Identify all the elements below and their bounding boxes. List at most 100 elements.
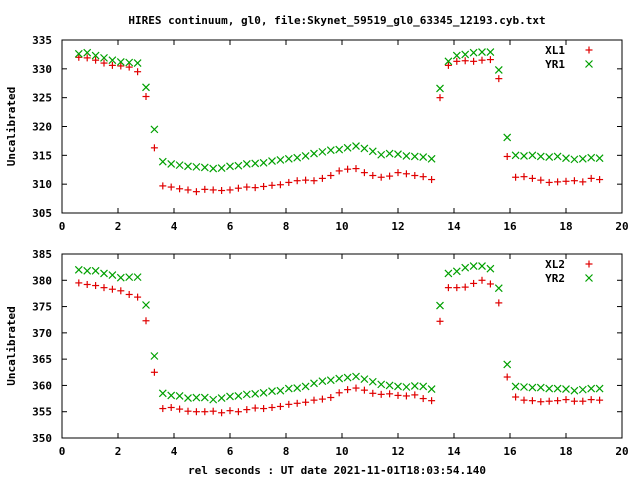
series-XL1 — [75, 53, 604, 196]
data-point-d2 — [394, 150, 402, 159]
data-point — [75, 279, 83, 287]
data-point-d2 — [528, 383, 537, 392]
data-point-d2 — [310, 379, 318, 388]
data-point — [310, 396, 318, 404]
data-point — [428, 176, 436, 184]
legend-label: YR2 — [545, 272, 565, 285]
data-point — [91, 51, 100, 60]
data-point — [478, 48, 486, 57]
data-point-d2 — [108, 271, 117, 279]
data-point — [554, 178, 562, 186]
data-point-d2 — [91, 51, 100, 60]
data-point — [125, 273, 134, 282]
x-tick-label: 20 — [615, 220, 628, 233]
data-point — [142, 93, 150, 101]
data-point — [419, 395, 427, 403]
legend-marker-d2 — [585, 274, 593, 282]
data-point — [461, 283, 469, 291]
data-point-d2 — [234, 392, 243, 400]
data-point — [360, 169, 368, 177]
data-point — [402, 392, 410, 400]
data-point — [226, 162, 234, 171]
data-point-d2 — [175, 392, 184, 400]
y-tick-label: 305 — [32, 207, 52, 220]
data-point-d2 — [142, 83, 150, 92]
data-point — [251, 184, 259, 192]
x-tick-label: 8 — [283, 220, 290, 233]
data-point — [545, 384, 554, 393]
data-point — [100, 59, 108, 67]
data-point-d2 — [494, 284, 503, 293]
data-point — [360, 375, 369, 384]
y-tick-label: 360 — [32, 379, 52, 392]
data-point-d2 — [478, 48, 486, 57]
data-point-d2 — [268, 387, 276, 396]
data-point — [260, 405, 268, 413]
data-point — [436, 317, 444, 325]
data-point-d2 — [326, 146, 335, 155]
data-point — [327, 394, 335, 402]
data-point — [444, 61, 452, 69]
x-tick-label: 12 — [391, 445, 404, 458]
data-point — [587, 153, 596, 162]
data-point — [184, 407, 192, 415]
data-point — [553, 384, 562, 393]
data-point — [461, 263, 470, 272]
data-point — [503, 133, 512, 142]
data-point — [301, 151, 310, 160]
data-point — [150, 125, 159, 134]
data-point — [410, 382, 419, 390]
data-point — [368, 377, 377, 386]
data-point-d2 — [226, 392, 234, 401]
data-point — [142, 317, 150, 325]
data-point — [268, 181, 276, 189]
data-point-d2 — [251, 159, 260, 168]
data-point — [302, 398, 310, 406]
data-point-d2 — [578, 385, 587, 394]
data-point-d2 — [536, 152, 545, 161]
data-point — [503, 152, 511, 160]
data-point — [226, 407, 234, 415]
data-point — [377, 173, 385, 181]
data-point — [562, 396, 570, 404]
data-point — [486, 48, 495, 57]
data-point-d2 — [259, 388, 268, 397]
y-tick-label: 315 — [32, 149, 52, 162]
data-point — [293, 177, 301, 185]
data-point — [478, 276, 486, 284]
data-point — [587, 174, 595, 182]
data-point-d2 — [570, 155, 579, 164]
data-point — [528, 397, 536, 405]
data-point — [377, 380, 386, 389]
data-point — [368, 147, 377, 156]
data-point — [175, 392, 184, 400]
data-point — [108, 271, 117, 279]
data-point-d2 — [545, 153, 554, 161]
data-point-d2 — [318, 377, 327, 386]
data-point-d2 — [427, 154, 436, 163]
bottom-panel: 0 2 4 6 8 10 12 14 16 18 20 350 355 360 365 370 375 380 38… — [5, 248, 629, 458]
data-point — [411, 172, 419, 180]
data-point — [386, 390, 394, 398]
data-point — [116, 273, 125, 282]
data-point — [184, 186, 192, 194]
x-tick-label: 16 — [503, 220, 517, 233]
data-point — [461, 57, 469, 65]
data-point — [276, 156, 285, 164]
data-point — [276, 386, 285, 395]
y-tick-label: 375 — [32, 301, 52, 314]
data-point-d2 — [377, 380, 386, 389]
data-point-d2 — [595, 384, 604, 393]
data-point-d2 — [595, 154, 604, 163]
x-tick-label: 4 — [171, 445, 178, 458]
x-tick-label: 18 — [559, 445, 572, 458]
plot-frame — [61, 39, 623, 214]
data-point-d2 — [184, 394, 192, 402]
data-point — [579, 178, 587, 186]
data-point-d2 — [251, 389, 260, 398]
x-tick-label: 0 — [59, 220, 66, 233]
data-point — [310, 177, 318, 185]
data-point — [495, 299, 503, 307]
data-point-d2 — [402, 151, 411, 160]
data-point — [134, 293, 142, 301]
